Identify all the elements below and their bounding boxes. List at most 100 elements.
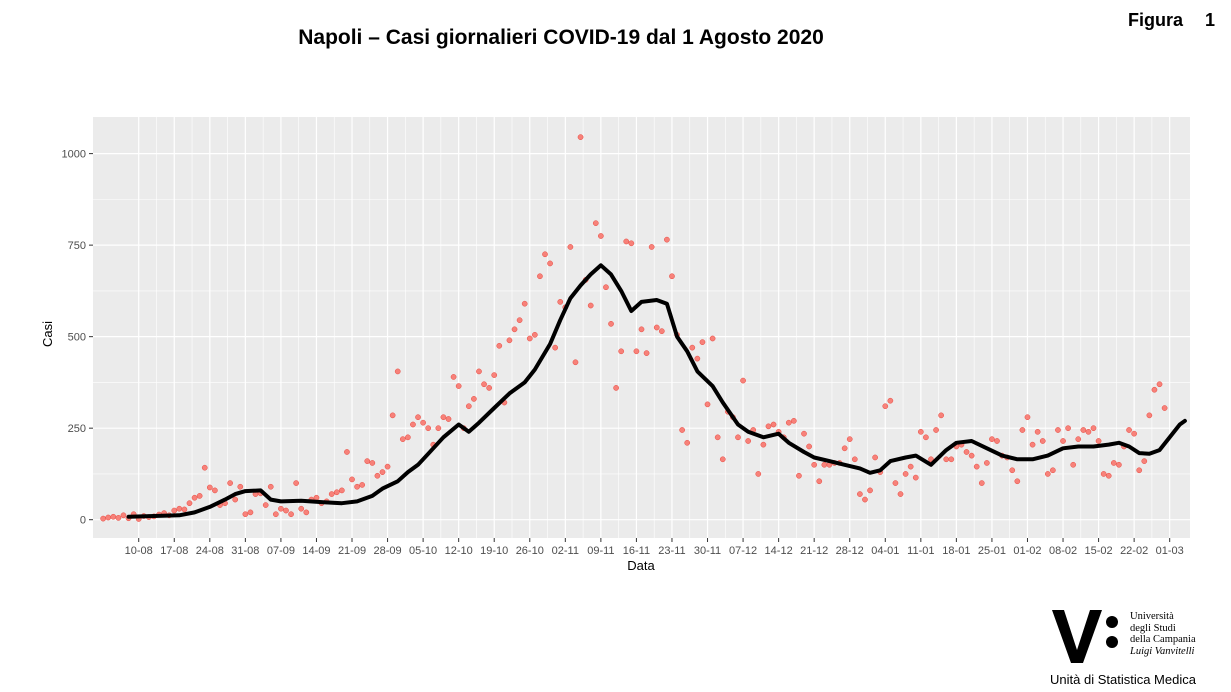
- data-point: [603, 284, 609, 291]
- data-point: [1126, 427, 1132, 433]
- data-point: [359, 482, 366, 488]
- x-tick-label: 02-11: [552, 545, 579, 557]
- data-point: [506, 337, 513, 344]
- logo-v-mark: [1052, 610, 1118, 663]
- data-point: [928, 456, 934, 463]
- data-point: [110, 513, 117, 520]
- x-tick-label: 28-12: [836, 545, 864, 557]
- data-point: [1014, 478, 1021, 485]
- data-point: [328, 491, 335, 497]
- data-point: [938, 412, 944, 419]
- data-point: [816, 478, 823, 485]
- data-point: [867, 487, 873, 494]
- logo-line: della Campania: [1130, 634, 1196, 645]
- data-point: [648, 244, 655, 250]
- university-logo: Università degli Studi della Campania Lu…: [1052, 607, 1227, 687]
- data-point: [669, 273, 675, 280]
- data-point: [846, 436, 853, 443]
- data-point: [293, 480, 299, 486]
- data-point: [465, 403, 472, 410]
- data-point: [608, 320, 614, 327]
- data-point: [272, 511, 279, 518]
- data-point: [1044, 471, 1051, 477]
- data-point: [760, 441, 767, 448]
- data-point: [1136, 467, 1143, 474]
- data-point: [476, 368, 482, 375]
- data-point: [699, 339, 706, 345]
- data-point: [785, 419, 792, 426]
- data-point: [445, 416, 452, 422]
- data-point: [542, 251, 548, 258]
- data-point: [267, 483, 274, 490]
- data-point: [872, 454, 878, 461]
- figure-number: 1: [1204, 10, 1215, 30]
- data-point: [440, 414, 447, 421]
- data-point: [658, 328, 665, 335]
- data-point: [303, 509, 310, 516]
- data-point: [201, 464, 208, 471]
- logo-line: Università: [1130, 611, 1174, 622]
- data-point: [349, 476, 355, 483]
- data-point: [735, 434, 741, 441]
- x-tick-label: 08-02: [1049, 545, 1077, 557]
- data-point: [664, 236, 670, 243]
- data-point: [1065, 425, 1071, 432]
- data-point: [283, 507, 289, 514]
- data-point: [943, 456, 950, 463]
- data-point: [1131, 430, 1137, 437]
- data-point: [623, 238, 630, 245]
- data-point: [450, 374, 457, 380]
- data-point: [455, 383, 462, 389]
- data-point: [526, 335, 533, 342]
- data-point: [770, 421, 777, 428]
- y-axis-label: Casi: [40, 321, 55, 347]
- data-point: [933, 427, 939, 433]
- data-point: [1085, 428, 1092, 435]
- data-point: [313, 494, 320, 501]
- data-point: [1095, 438, 1102, 444]
- data-point: [420, 419, 426, 426]
- x-tick-label: 24-08: [196, 545, 224, 557]
- data-point: [1024, 414, 1031, 421]
- data-point: [415, 414, 421, 421]
- x-axis-label: Data: [627, 558, 655, 573]
- x-tick-label: 07-12: [729, 545, 757, 557]
- data-point: [577, 134, 584, 140]
- x-tick-label: 18-01: [942, 545, 970, 557]
- data-point: [486, 385, 492, 391]
- data-point: [882, 403, 889, 410]
- data-point: [1116, 461, 1122, 468]
- x-tick-label: 05-10: [409, 545, 437, 557]
- data-point: [384, 463, 391, 470]
- y-tick-labels: 0 250 500 750 1000: [62, 149, 86, 527]
- x-tick-label: 15-02: [1085, 545, 1113, 557]
- data-point: [1034, 428, 1041, 435]
- data-point: [1019, 427, 1026, 433]
- data-point: [857, 491, 863, 497]
- data-point: [923, 434, 929, 441]
- data-point: [115, 515, 122, 521]
- x-tick-label: 22-02: [1120, 545, 1148, 557]
- data-point: [989, 436, 995, 443]
- data-point: [333, 489, 340, 496]
- data-point: [405, 434, 411, 441]
- grid-major: [93, 117, 1190, 538]
- data-point: [552, 344, 559, 351]
- data-point: [1090, 425, 1097, 432]
- data-point: [973, 463, 980, 470]
- data-point: [537, 273, 543, 280]
- data-point: [917, 428, 924, 435]
- data-point: [227, 480, 233, 486]
- data-point: [887, 397, 894, 404]
- data-point: [1050, 467, 1056, 474]
- data-point: [587, 302, 594, 309]
- figure-label-text: Figura: [1127, 10, 1183, 30]
- data-point: [100, 515, 107, 522]
- data-point: [704, 401, 711, 408]
- data-point: [278, 505, 284, 512]
- figure-label: Figura 1: [1128, 10, 1215, 31]
- data-point: [379, 469, 386, 475]
- data-point: [801, 430, 807, 437]
- x-tick-labels: 10-08 17-08 24-08 31-08 07-09 14-09 21-09 28-09…: [125, 545, 1184, 557]
- data-point: [531, 331, 538, 338]
